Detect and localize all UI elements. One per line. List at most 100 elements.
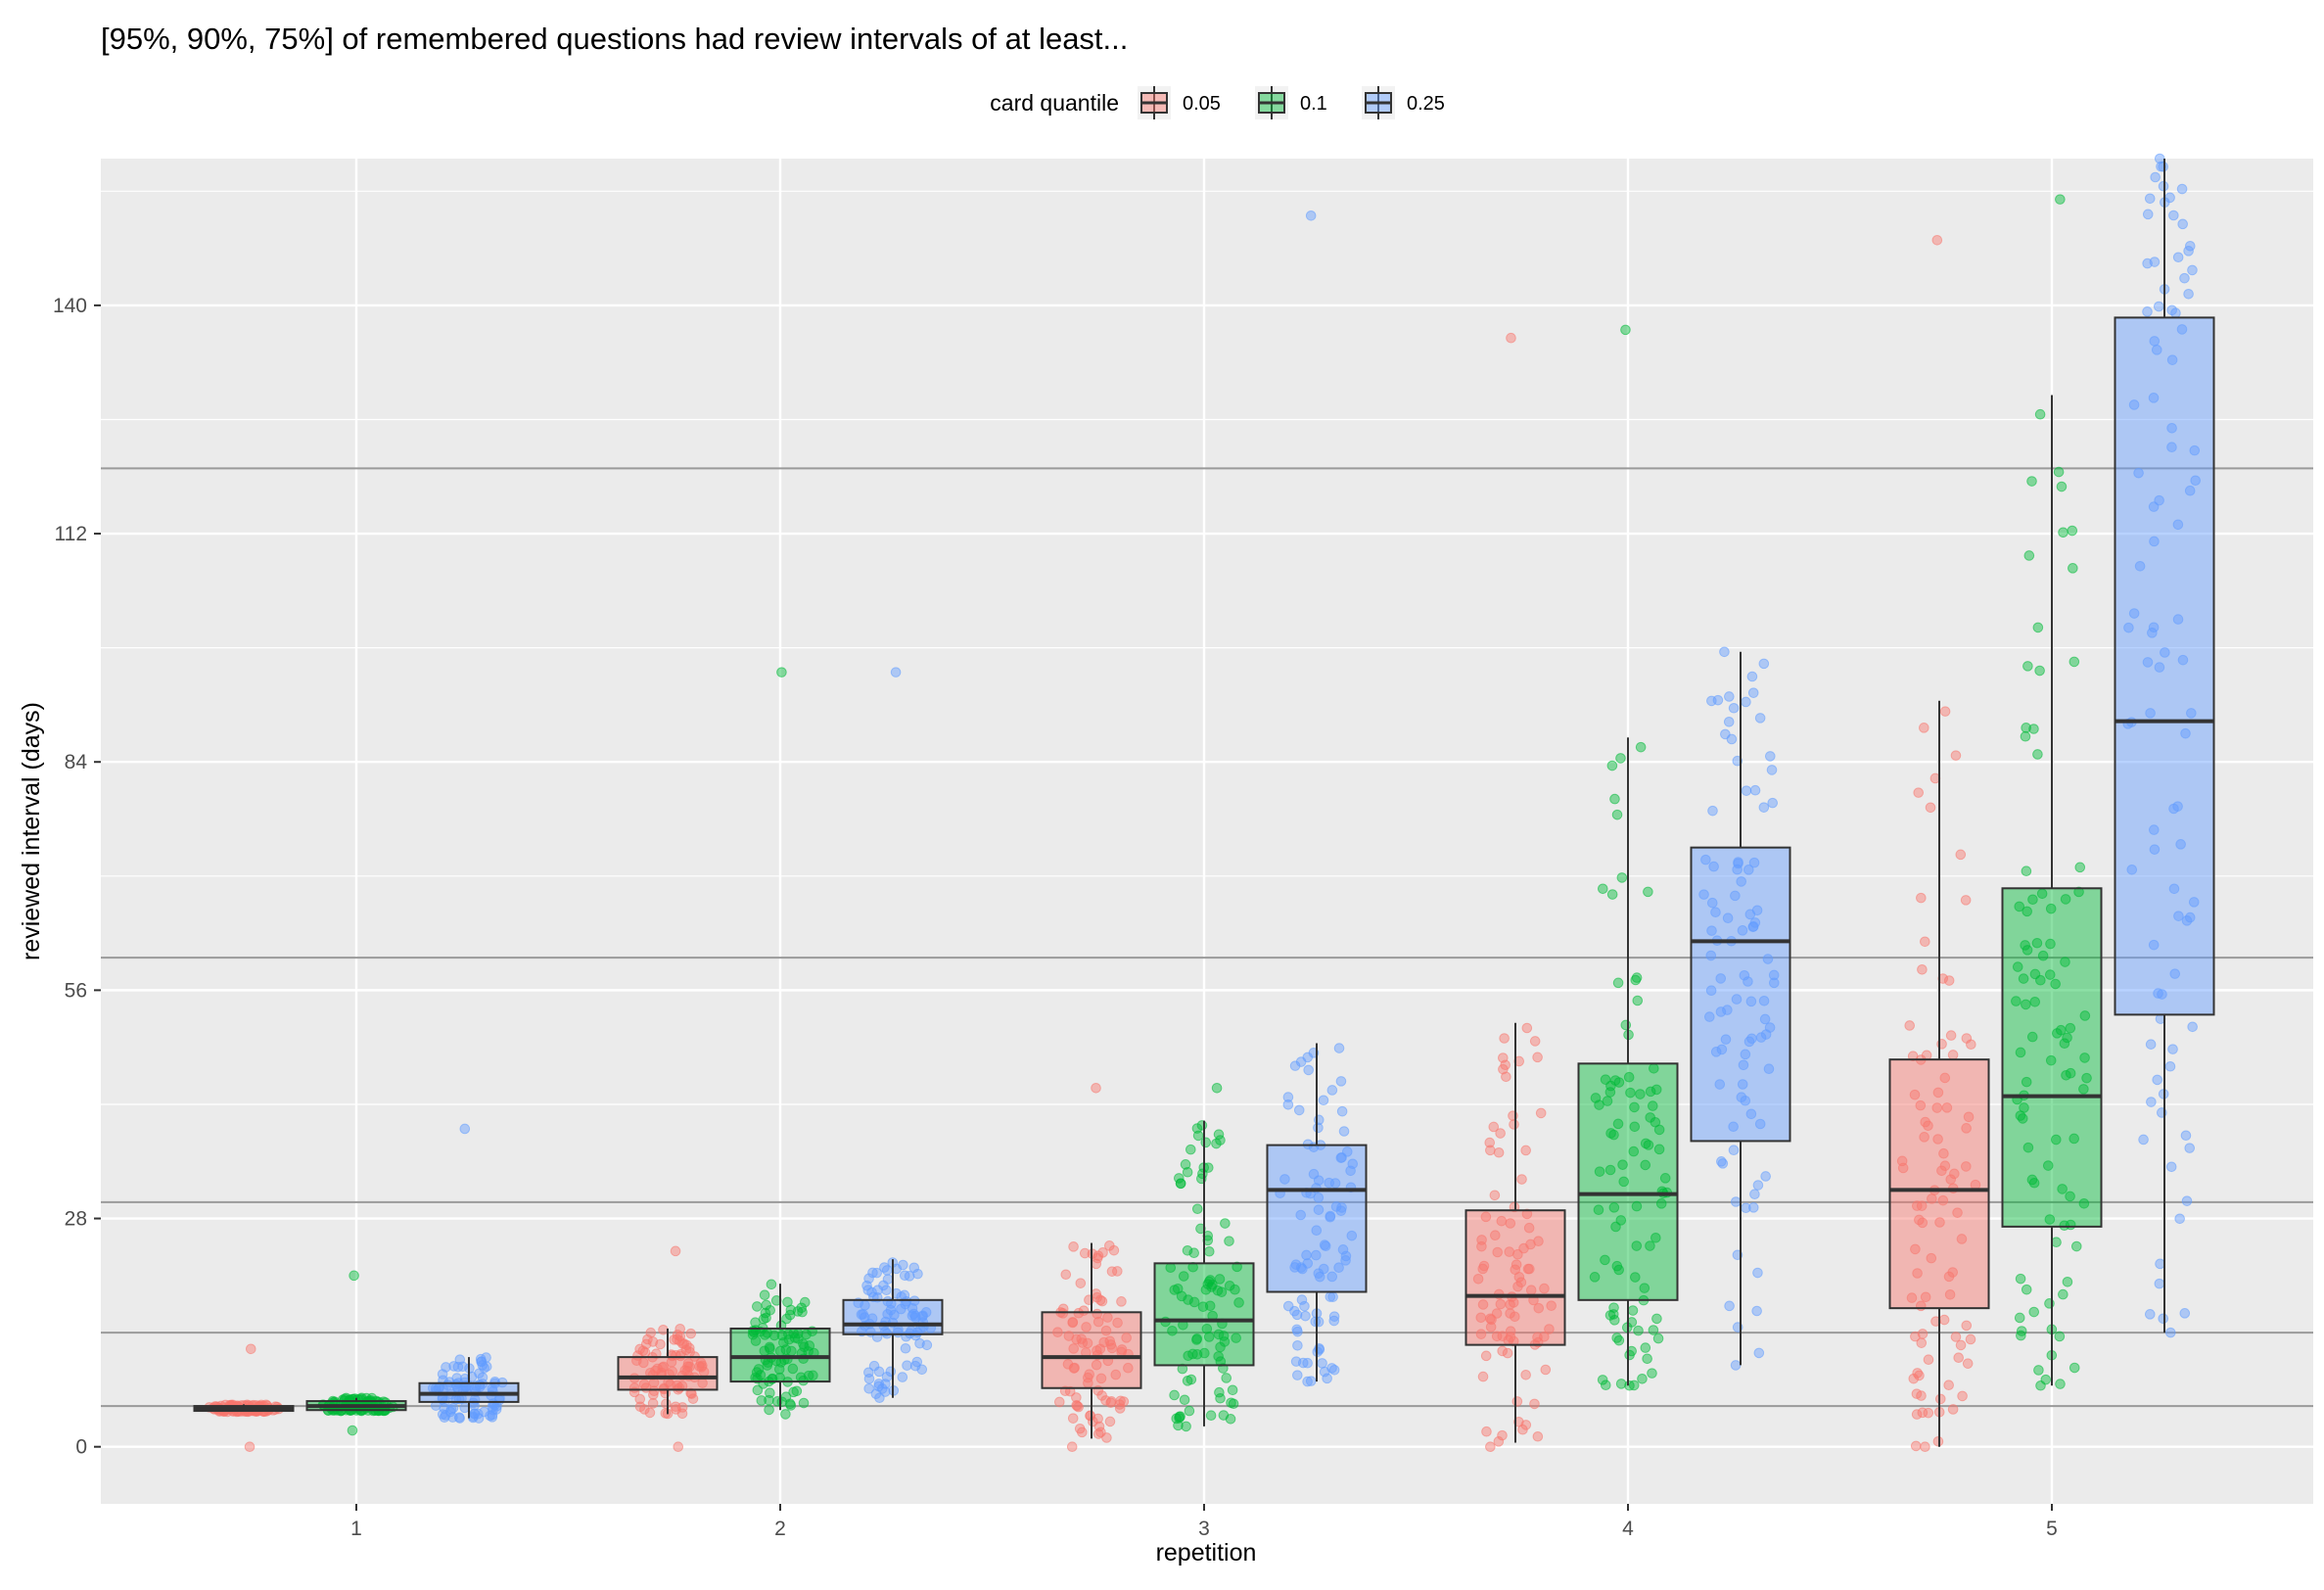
data-point bbox=[1919, 1132, 1929, 1143]
data-point bbox=[1728, 1121, 1739, 1133]
data-point bbox=[1737, 925, 1748, 936]
data-point bbox=[2026, 476, 2037, 487]
data-point bbox=[1224, 1281, 1235, 1291]
data-point bbox=[2055, 1379, 2066, 1389]
y-tick-label: 28 bbox=[65, 1208, 87, 1231]
data-point bbox=[1333, 1262, 1344, 1274]
data-point bbox=[2144, 1309, 2156, 1320]
data-point bbox=[1717, 1158, 1729, 1169]
data-point bbox=[1505, 1326, 1516, 1337]
data-point bbox=[785, 1304, 797, 1316]
data-point bbox=[1171, 1413, 1183, 1425]
data-point bbox=[914, 1337, 925, 1349]
chart-title: [95%, 90%, 75%] of remembered questions … bbox=[101, 22, 1128, 56]
data-point bbox=[1719, 646, 1730, 658]
data-point bbox=[1493, 1146, 1505, 1158]
data-point bbox=[1712, 694, 1724, 706]
box-body bbox=[842, 1298, 944, 1335]
data-point bbox=[1308, 1168, 1320, 1180]
data-point bbox=[1908, 1373, 1920, 1384]
box-body bbox=[1577, 1062, 1679, 1301]
data-point bbox=[1635, 1089, 1646, 1099]
data-point bbox=[1722, 912, 1734, 924]
data-point bbox=[644, 1407, 656, 1419]
data-point bbox=[1740, 1049, 1751, 1060]
data-point bbox=[1926, 1252, 1937, 1264]
data-point bbox=[1230, 1284, 1240, 1295]
data-point bbox=[1645, 1240, 1655, 1251]
data-point bbox=[1640, 1342, 1651, 1353]
data-point bbox=[1904, 1020, 1916, 1031]
data-point bbox=[1704, 1011, 1715, 1022]
data-point bbox=[1920, 1116, 1930, 1128]
data-point bbox=[1620, 324, 1631, 336]
data-point bbox=[2168, 803, 2179, 815]
data-point bbox=[1737, 1079, 1748, 1090]
data-point bbox=[1606, 889, 1618, 900]
data-point bbox=[1910, 1243, 1921, 1255]
data-point bbox=[1335, 1076, 1347, 1087]
data-point bbox=[770, 1295, 782, 1306]
data-point bbox=[1067, 1316, 1079, 1328]
data-point bbox=[2167, 1044, 2178, 1054]
data-point bbox=[1206, 1282, 1217, 1292]
data-point bbox=[1920, 1291, 1931, 1303]
data-point bbox=[1648, 1325, 1659, 1335]
data-point bbox=[1182, 1244, 1193, 1256]
data-point bbox=[1495, 1298, 1507, 1310]
data-point bbox=[1497, 1331, 1509, 1341]
x-tick-label: 1 bbox=[350, 1518, 362, 1540]
data-point bbox=[1953, 1352, 1965, 1364]
data-point bbox=[1741, 785, 1752, 796]
data-point bbox=[2068, 1133, 2079, 1145]
data-point bbox=[1183, 1294, 1193, 1305]
data-point bbox=[1484, 1137, 1496, 1148]
data-point bbox=[1633, 1325, 1644, 1336]
data-point bbox=[2079, 1052, 2090, 1063]
data-point bbox=[1653, 1144, 1665, 1155]
data-point bbox=[1485, 1145, 1496, 1156]
data-point bbox=[2168, 210, 2179, 221]
data-point bbox=[1318, 1095, 1329, 1106]
data-point bbox=[1495, 1128, 1506, 1139]
data-point bbox=[2079, 1010, 2091, 1021]
data-point bbox=[1963, 1111, 1975, 1123]
box-0.05-rep-4 bbox=[1464, 1022, 1566, 1443]
data-point bbox=[1296, 1294, 1308, 1305]
data-point bbox=[1965, 1333, 1976, 1345]
data-point bbox=[808, 1370, 818, 1381]
data-point bbox=[647, 1398, 659, 1409]
data-point bbox=[1521, 1022, 1533, 1034]
data-point bbox=[1643, 886, 1653, 898]
data-point bbox=[2029, 996, 2041, 1007]
data-point bbox=[2018, 973, 2029, 984]
data-point bbox=[1328, 1311, 1340, 1322]
data-point bbox=[1325, 1291, 1336, 1302]
data-point bbox=[1313, 1316, 1325, 1328]
data-point bbox=[1736, 1092, 1747, 1102]
data-point bbox=[1941, 1102, 1953, 1113]
data-point bbox=[1743, 976, 1753, 987]
data-point bbox=[1521, 1208, 1533, 1220]
data-point bbox=[634, 1401, 646, 1413]
box-body bbox=[1888, 1058, 1990, 1310]
data-point bbox=[1910, 1331, 1921, 1342]
data-point bbox=[1610, 1221, 1621, 1233]
data-point bbox=[2045, 1054, 2057, 1066]
data-point bbox=[2172, 519, 2184, 531]
data-point bbox=[2068, 563, 2078, 574]
data-point bbox=[1722, 1005, 1733, 1015]
data-point bbox=[441, 1362, 451, 1373]
data-point bbox=[1488, 1121, 1500, 1133]
data-point bbox=[2155, 1258, 2165, 1270]
data-point bbox=[1292, 1370, 1303, 1380]
data-point bbox=[1532, 1052, 1543, 1063]
data-point bbox=[798, 1397, 810, 1409]
data-point bbox=[1652, 1333, 1664, 1344]
data-point bbox=[1104, 1416, 1116, 1427]
data-point bbox=[1632, 995, 1644, 1006]
data-point bbox=[1917, 964, 1928, 975]
data-point bbox=[1615, 1379, 1627, 1389]
data-point bbox=[2065, 1067, 2076, 1079]
data-point bbox=[1303, 1064, 1314, 1076]
